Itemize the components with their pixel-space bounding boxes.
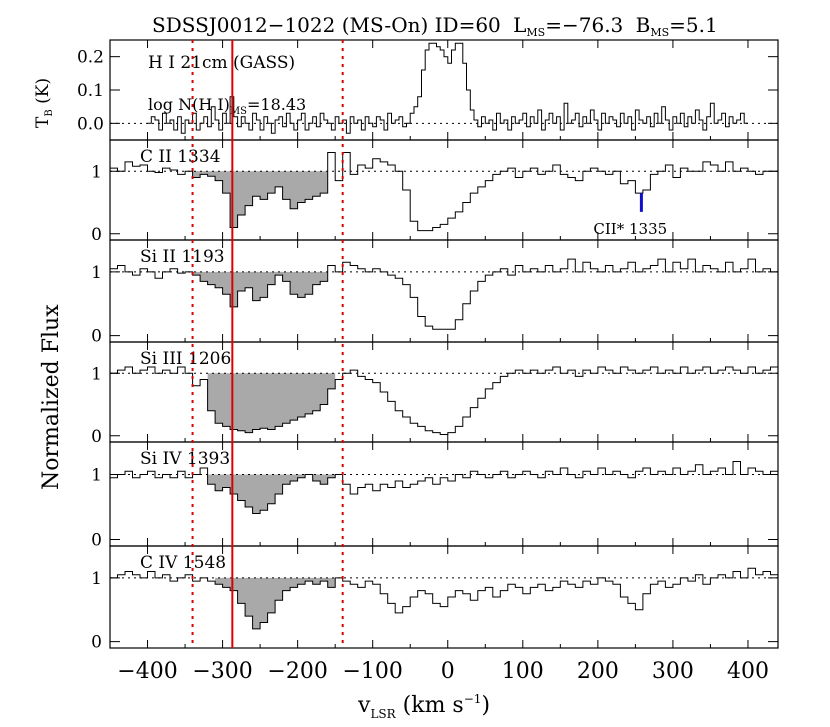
absorption-fill: [192, 271, 336, 307]
ion-label: Si III 1206: [140, 349, 231, 369]
hi-ytick-label: 0.1: [77, 81, 104, 101]
xtick-label: 0: [441, 659, 455, 684]
xtick-label: −100: [342, 659, 402, 684]
ion-label: Si IV 1393: [140, 449, 230, 469]
hi-ytick-label: 0.2: [77, 48, 104, 68]
xtick-label: −400: [117, 659, 177, 684]
ion-label: Si II 1193: [140, 247, 225, 267]
hi-column-density: log N(H I)MS=18.43: [148, 95, 306, 117]
y-axis-label: Normalized Flux: [39, 304, 64, 490]
ion-label: C II 1334: [140, 147, 221, 167]
xtick-label: −200: [267, 659, 327, 684]
hi-ytick-label: 0.0: [77, 114, 104, 134]
absorption-fill: [207, 373, 336, 433]
hi-ylabel: TB (K): [33, 78, 55, 128]
flux-ytick-label: 1: [91, 466, 102, 486]
flux-spectrum-line: [110, 258, 778, 330]
flux-ytick-label: 0: [91, 327, 102, 347]
flux-spectrum-line: [110, 567, 778, 630]
xtick-label: 300: [652, 659, 694, 684]
flux-ytick-label: 1: [91, 263, 102, 283]
absorption-fill: [215, 577, 336, 629]
absorption-fill: [207, 474, 336, 514]
flux-ytick-label: 0: [91, 427, 102, 447]
flux-spectrum-line: [110, 366, 778, 435]
flux-ytick-label: 1: [91, 162, 102, 182]
xtick-label: −300: [192, 659, 252, 684]
hi-spectrum-line: [147, 42, 748, 134]
flux-ytick-label: 0: [91, 531, 102, 551]
cii-star-label: CII* 1335: [593, 220, 667, 238]
flux-ytick-label: 0: [91, 633, 102, 653]
xtick-label: 200: [577, 659, 619, 684]
flux-spectrum-line: [110, 152, 778, 232]
flux-ytick-label: 1: [91, 364, 102, 384]
flux-ytick-label: 0: [91, 225, 102, 245]
panel-frame: [109, 545, 779, 649]
flux-ytick-label: 1: [91, 569, 102, 589]
flux-spectrum-line: [110, 461, 778, 514]
xtick-label: 100: [502, 659, 544, 684]
figure-title: SDSSJ0012−1022 (MS-On) ID=60 LMS=−76.3 B…: [152, 13, 718, 39]
x-axis-label: vLSR (km s−1): [357, 692, 490, 721]
hi-panel-label: H I 21cm (GASS): [148, 53, 295, 73]
xtick-label: 400: [727, 659, 769, 684]
ion-label: C IV 1548: [140, 553, 226, 573]
